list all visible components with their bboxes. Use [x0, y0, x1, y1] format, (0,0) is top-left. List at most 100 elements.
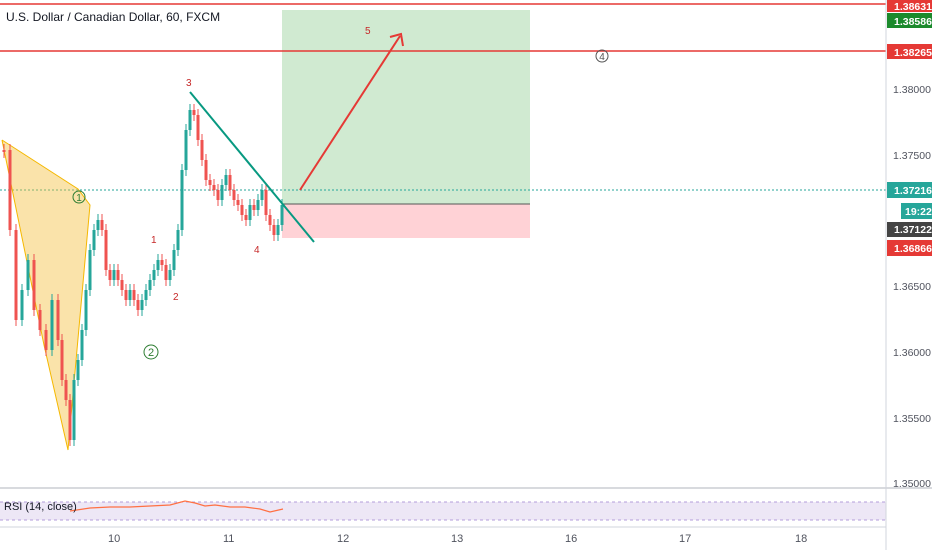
svg-text:19:22: 19:22: [905, 206, 932, 218]
candle-body: [144, 290, 148, 300]
candle-body: [204, 160, 208, 180]
price-tag-2: 1.38586: [887, 13, 932, 28]
svg-text:1.37122: 1.37122: [894, 224, 932, 236]
candle-body: [50, 300, 54, 350]
candle-body: [44, 330, 48, 350]
candle-body: [116, 270, 120, 280]
candle-body: [152, 270, 156, 280]
candle-body: [268, 215, 272, 225]
candle-body: [92, 230, 96, 250]
y-tick: 1.35500: [893, 413, 931, 425]
circled-label-4: 4: [595, 49, 609, 63]
price-tag-1: 1.38631: [887, 0, 932, 13]
svg-text:1: 1: [76, 193, 82, 204]
candle-body: [140, 300, 144, 310]
x-tick: 16: [565, 533, 577, 545]
candle-body: [2, 150, 6, 152]
candle-body: [108, 270, 112, 280]
candle-body: [228, 175, 232, 190]
svg-text:4: 4: [599, 52, 605, 63]
x-tick: 10: [108, 533, 120, 545]
wave-label-2: 2: [173, 292, 179, 303]
candlestick-series: [2, 104, 284, 446]
candle-body: [84, 290, 88, 330]
candle-body: [200, 140, 204, 160]
circled-label-1: 1: [72, 190, 86, 204]
wave-label-3: 3: [186, 78, 192, 89]
candle-body: [280, 205, 284, 225]
candle-body: [148, 280, 152, 290]
y-tick: 1.36000: [893, 347, 931, 359]
wave-label-4: 4: [254, 245, 260, 256]
candle-body: [276, 225, 280, 235]
harmonic-pattern[interactable]: [2, 140, 90, 450]
candle-body: [164, 265, 168, 280]
harmonic-outline: [1, 139, 91, 451]
svg-text:2: 2: [148, 347, 154, 359]
candle-body: [220, 185, 224, 200]
candle-body: [236, 200, 240, 205]
candle-body: [32, 260, 36, 310]
rsi-indicator-label[interactable]: RSI (14, close): [4, 501, 77, 513]
price-tag-entry: 1.37122: [887, 222, 932, 237]
candle-body: [192, 110, 196, 115]
candle-body: [272, 225, 276, 235]
candle-body: [96, 220, 100, 230]
candle-body: [136, 300, 140, 310]
circled-label-2: 2: [143, 344, 159, 360]
candle-body: [156, 260, 160, 270]
candle-body: [80, 330, 84, 360]
wave-label-1: 1: [151, 235, 157, 246]
candle-body: [160, 260, 164, 265]
candle-body: [256, 200, 260, 210]
candle-body: [212, 185, 216, 190]
price-axis[interactable]: 1.38000 1.37500 1.36500 1.36000 1.35500 …: [893, 84, 931, 490]
y-tick: 1.37500: [893, 150, 931, 162]
candle-body: [132, 290, 136, 300]
candle-body: [60, 340, 64, 380]
projection-arrow[interactable]: [299, 35, 401, 191]
price-tag-current: 1.37216: [887, 182, 932, 198]
candle-body: [216, 190, 220, 200]
candle-body: [100, 220, 104, 230]
candle-body: [168, 270, 172, 280]
candle-body: [224, 175, 228, 185]
candle-body: [240, 205, 244, 215]
y-tick: 1.36500: [893, 281, 931, 293]
candle-body: [196, 115, 200, 140]
candle-body: [252, 205, 256, 210]
candle-body: [260, 190, 264, 200]
candle-body: [176, 230, 180, 250]
x-tick: 12: [337, 533, 349, 545]
candle-body: [88, 250, 92, 290]
candle-body: [104, 230, 108, 270]
x-tick: 11: [223, 533, 234, 545]
candle-body: [76, 360, 80, 380]
price-tag-3: 1.38265: [887, 44, 932, 59]
candle-body: [120, 280, 124, 290]
candle-body: [128, 290, 132, 300]
target-zone[interactable]: [282, 10, 530, 204]
trendline[interactable]: [189, 91, 315, 243]
y-tick: 1.35000: [893, 478, 931, 490]
candle-body: [124, 290, 128, 300]
svg-text:1.38265: 1.38265: [894, 47, 932, 59]
candle-body: [112, 270, 116, 280]
time-axis[interactable]: 10 11 12 13 16 17 18: [108, 533, 807, 545]
x-tick: 13: [451, 533, 463, 545]
x-tick: 18: [795, 533, 807, 545]
candle-body: [208, 180, 212, 185]
candle-body: [72, 380, 76, 440]
stop-zone[interactable]: [282, 204, 530, 238]
candle-body: [56, 300, 60, 340]
chart-title: U.S. Dollar / Canadian Dollar, 60, FXCM: [6, 10, 221, 24]
wave-label-5: 5: [365, 26, 371, 37]
svg-text:1.37216: 1.37216: [894, 185, 932, 197]
candle-body: [26, 260, 30, 290]
candle-body: [68, 400, 72, 440]
y-tick: 1.38000: [893, 84, 931, 96]
candle-body: [188, 110, 192, 130]
svg-text:1.38631: 1.38631: [894, 1, 932, 13]
candle-body: [38, 310, 42, 330]
